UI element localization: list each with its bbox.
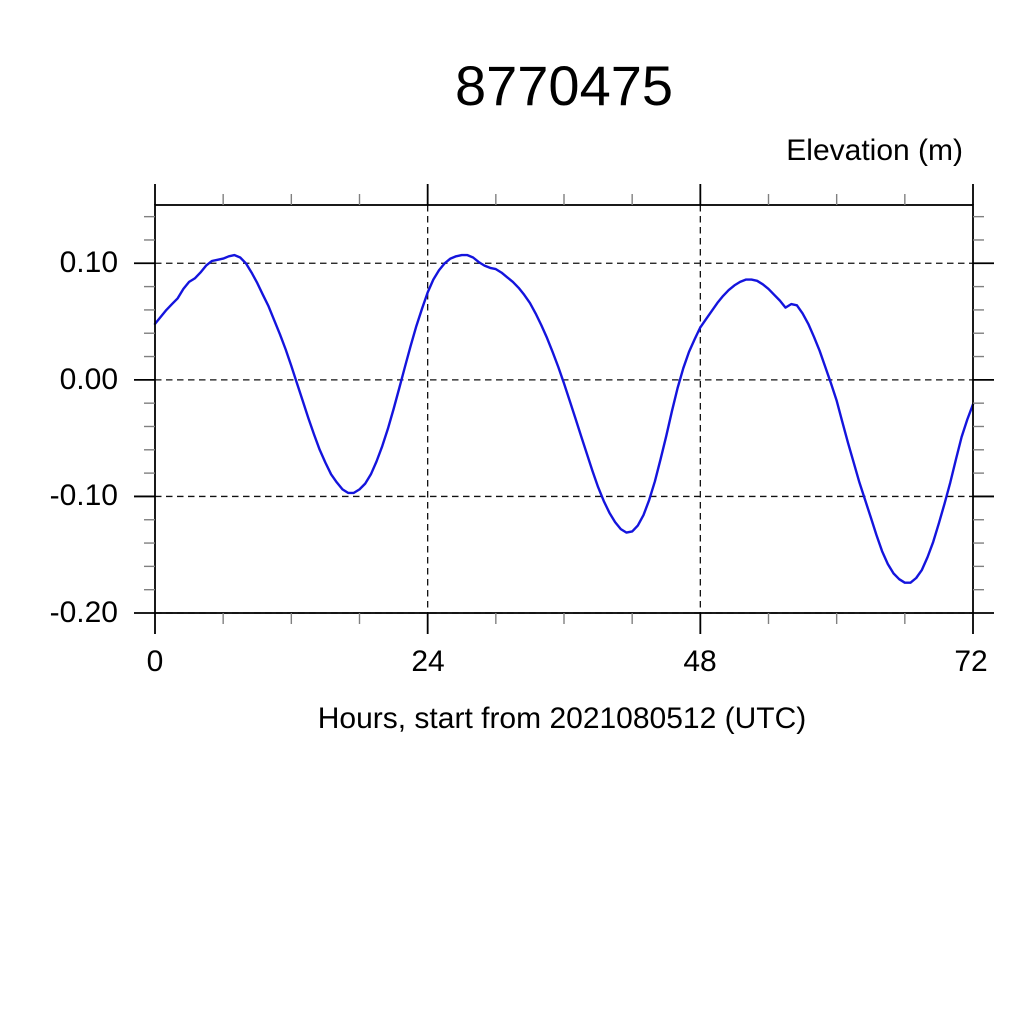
x-tick-label-72: 72 bbox=[954, 645, 988, 678]
x-tick-label-0: 0 bbox=[146, 645, 164, 678]
y-tick-label-0.10: 0.10 bbox=[59, 246, 118, 279]
y-tick-label--0.20: -0.20 bbox=[49, 596, 118, 629]
y-axis-label: Elevation (m) bbox=[786, 134, 963, 167]
axes-frame bbox=[154, 204, 974, 614]
chart-title: 8770475 bbox=[454, 54, 674, 117]
y-tick-label-0.00: 0.00 bbox=[59, 363, 118, 396]
y-tick-label--0.10: -0.10 bbox=[49, 479, 118, 512]
x-axis-label: Hours, start from 2021080512 (UTC) bbox=[317, 702, 807, 735]
x-tick-label-24: 24 bbox=[411, 645, 445, 678]
elevation-curve bbox=[153, 253, 975, 584]
x-tick-label-48: 48 bbox=[683, 645, 717, 678]
